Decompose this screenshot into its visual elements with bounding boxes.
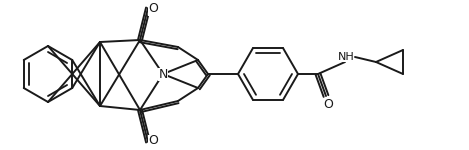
Text: O: O [148, 135, 158, 147]
Text: NH: NH [338, 52, 355, 62]
Text: N: N [159, 68, 168, 81]
Text: O: O [148, 3, 158, 15]
Text: O: O [323, 98, 333, 111]
